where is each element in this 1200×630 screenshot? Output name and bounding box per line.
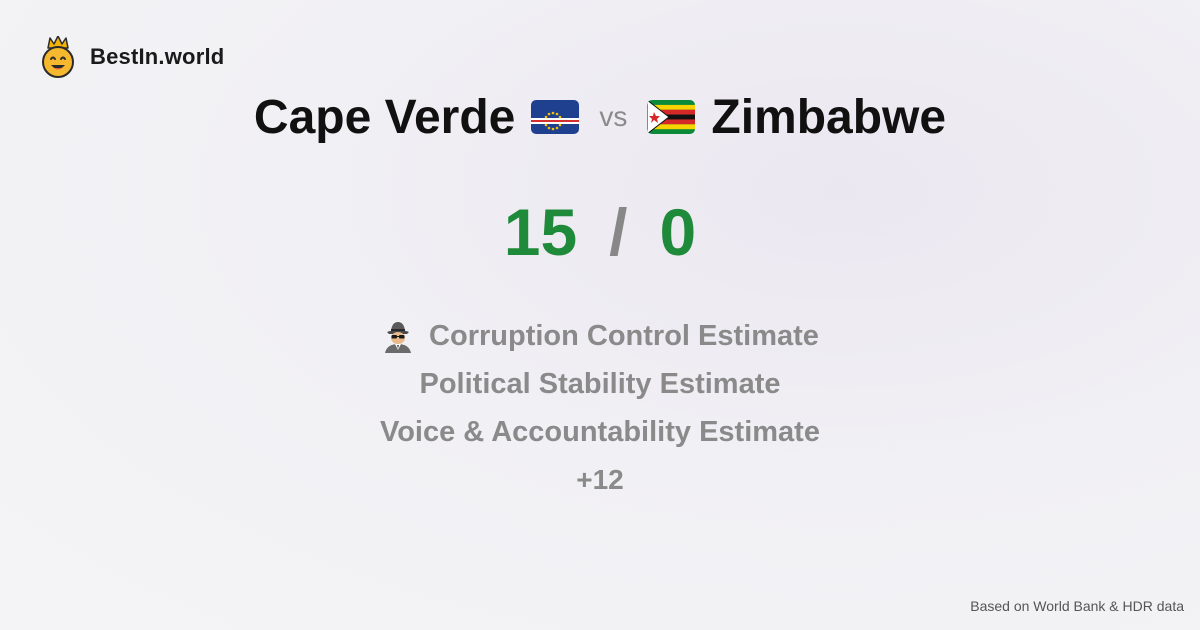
metric-item[interactable]: Political Stability Estimate bbox=[420, 360, 781, 408]
score-row: 15 / 0 bbox=[0, 194, 1200, 270]
crown-smiley-icon bbox=[40, 35, 76, 78]
metrics-list: Corruption Control Estimate Political St… bbox=[0, 312, 1200, 504]
cape-verde-flag-icon bbox=[531, 100, 580, 134]
metric-item[interactable]: Voice & Accountability Estimate bbox=[380, 408, 820, 456]
spy-icon bbox=[381, 319, 415, 353]
right-score: 0 bbox=[659, 195, 697, 269]
brand[interactable]: BestIn.world bbox=[40, 35, 225, 78]
data-source-note: Based on World Bank & HDR data bbox=[970, 598, 1184, 614]
metric-label: Corruption Control Estimate bbox=[429, 319, 819, 352]
left-score: 15 bbox=[503, 195, 578, 269]
brand-name: BestIn.world bbox=[90, 44, 225, 69]
right-country-name: Zimbabwe bbox=[711, 90, 947, 144]
comparison-title: Cape Verde vs bbox=[0, 86, 1200, 148]
left-country-name: Cape Verde bbox=[253, 90, 516, 144]
metric-label: Political Stability Estimate bbox=[419, 367, 781, 400]
more-metrics-count[interactable]: +12 bbox=[576, 464, 624, 495]
zimbabwe-flag-icon bbox=[647, 100, 696, 134]
vs-label: vs bbox=[599, 101, 628, 132]
score-separator: / bbox=[609, 195, 628, 269]
metric-item[interactable]: Corruption Control Estimate bbox=[381, 312, 819, 360]
metric-label: Voice & Accountability Estimate bbox=[380, 415, 820, 448]
